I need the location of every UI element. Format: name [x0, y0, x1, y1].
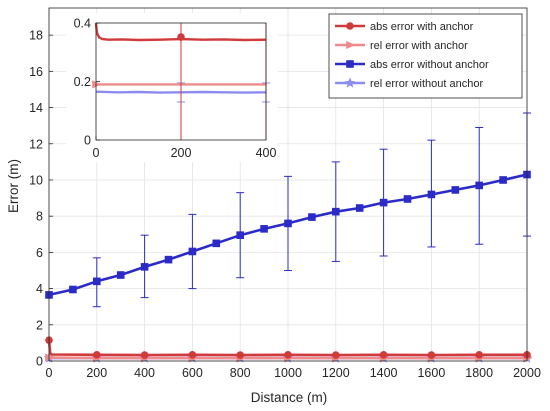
x-tick-label: 1400 — [370, 366, 398, 380]
data-point — [140, 351, 149, 359]
legend-entry-rel-error-with-anchor: rel error with anchor — [335, 40, 468, 52]
x-tick-label: 800 — [230, 366, 251, 380]
legend-entry-abs-error-with-anchor: abs error with anchor — [335, 21, 474, 33]
data-point — [475, 351, 484, 359]
x-tick-label: 0 — [46, 366, 53, 380]
y-axis-label: Error (m) — [6, 159, 21, 213]
legend-label: rel error with anchor — [370, 40, 468, 52]
y-tick-label: 0 — [36, 355, 43, 369]
x-tick-label: 1200 — [322, 366, 350, 380]
inset-y-tick-label: 0 — [84, 134, 91, 148]
data-point — [69, 285, 77, 294]
inset-data-point — [92, 80, 102, 89]
data-point — [236, 351, 244, 359]
x-tick-label: 1600 — [417, 366, 445, 380]
y-tick-label: 12 — [29, 137, 43, 151]
y-tick-label: 8 — [36, 210, 43, 224]
x-tick-label: 1000 — [274, 366, 302, 380]
data-point — [93, 277, 101, 286]
data-point — [188, 247, 197, 256]
inset-series-line — [94, 22, 267, 42]
y-tick-label: 10 — [29, 173, 43, 187]
legend: abs error with anchor rel error with anch… — [328, 13, 523, 99]
inset-plot-area: 0 200 400 0 0.2 0.4 — [66, 13, 278, 162]
data-point — [475, 181, 483, 190]
data-point — [451, 186, 460, 194]
data-point — [284, 219, 292, 228]
data-point — [116, 271, 125, 279]
data-point — [45, 353, 55, 362]
x-axis-label: Distance (m) — [251, 390, 328, 405]
y-tick-label: 2 — [36, 318, 43, 332]
x-tick-label: 600 — [182, 366, 203, 380]
inset-y-tick-label: 0.4 — [74, 17, 91, 31]
data-point — [379, 198, 388, 207]
data-point — [260, 225, 268, 233]
legend-label: rel error without anchor — [370, 78, 483, 90]
data-point — [236, 231, 244, 239]
inset-x-tick-label: 200 — [171, 146, 192, 160]
data-point — [308, 213, 316, 221]
data-point — [284, 351, 292, 359]
legend-label: abs error with anchor — [370, 21, 474, 33]
legend-label: abs error without anchor — [370, 59, 489, 71]
legend-swatch-marker — [346, 60, 354, 68]
legend-entry-abs-error-without-anchor: abs error without anchor — [335, 59, 489, 71]
data-point — [164, 255, 173, 264]
x-tick-label: 2000 — [513, 366, 541, 380]
legend-entry-rel-error-without-anchor: rel error without anchor — [335, 77, 483, 90]
x-tick-label: 200 — [86, 366, 107, 380]
data-point — [403, 195, 412, 203]
legend-swatch-marker — [346, 22, 354, 30]
plot-frame — [48, 7, 528, 362]
y-tick-label: 16 — [29, 65, 43, 79]
data-point — [332, 207, 340, 216]
y-tick-label: 4 — [36, 282, 43, 296]
y-tick-label: 14 — [29, 101, 43, 115]
x-tick-label: 1800 — [465, 366, 493, 380]
data-point — [140, 263, 149, 271]
data-point — [188, 351, 197, 359]
data-point — [427, 351, 436, 359]
inset-y-tick-label: 0.2 — [74, 75, 91, 89]
data-point — [212, 239, 221, 248]
series-abs-error-with-anchor — [45, 336, 531, 359]
inset-x-tick-label: 400 — [256, 146, 277, 160]
data-point — [427, 190, 436, 199]
data-point — [332, 351, 340, 359]
data-point — [355, 204, 364, 212]
y-tick-label: 6 — [36, 246, 43, 260]
inset-frame — [95, 22, 267, 141]
inset-x-tick-label: 0 — [93, 146, 100, 160]
data-point — [499, 176, 507, 184]
y-tick-label: 18 — [29, 29, 43, 43]
data-point — [379, 351, 388, 359]
data-point — [93, 351, 101, 359]
x-tick-label: 400 — [134, 366, 155, 380]
legend-swatch-marker — [344, 77, 356, 88]
legend-swatch-marker — [346, 40, 356, 50]
